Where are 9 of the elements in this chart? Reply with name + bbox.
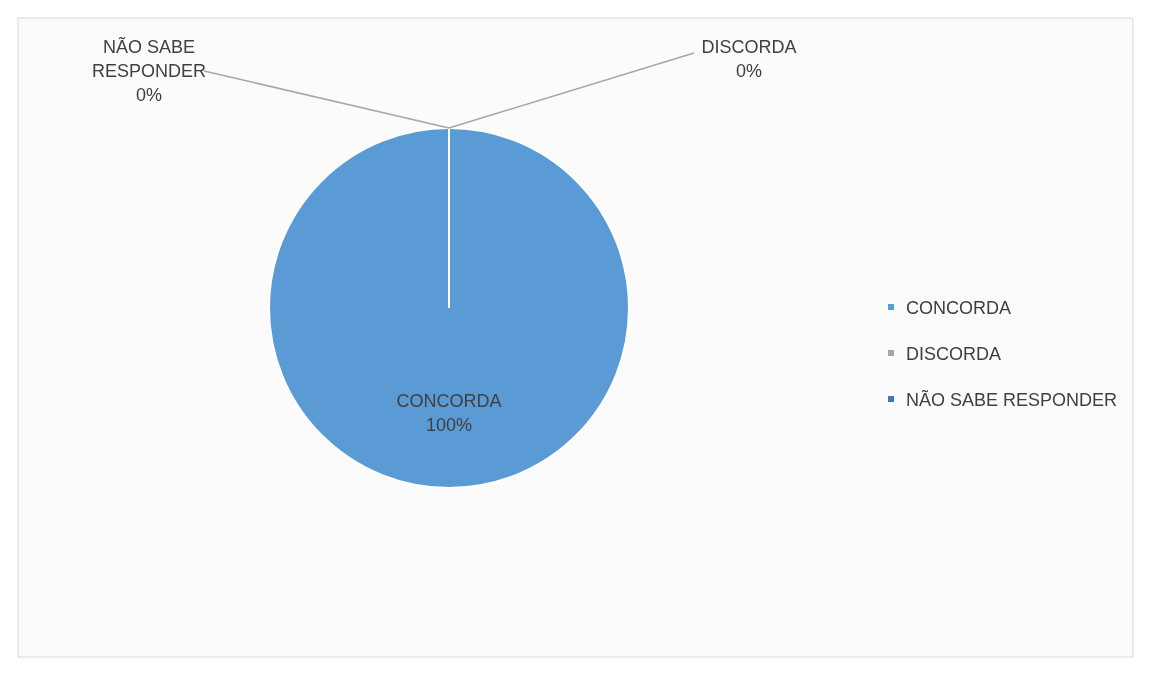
legend-label: CONCORDA <box>906 298 1012 319</box>
text: 0% <box>135 85 163 105</box>
slice-label: CONCORDA <box>396 391 502 411</box>
category-label: NÃO SABE RESPONDER <box>91 37 207 81</box>
legend-label: DISCORDA <box>906 344 1002 365</box>
category-label: DISCORDA <box>701 37 797 57</box>
legend-label: NÃO SABE RESPONDER <box>906 389 1118 411</box>
data-label: 100% <box>425 415 473 435</box>
text: 0% <box>735 61 763 81</box>
